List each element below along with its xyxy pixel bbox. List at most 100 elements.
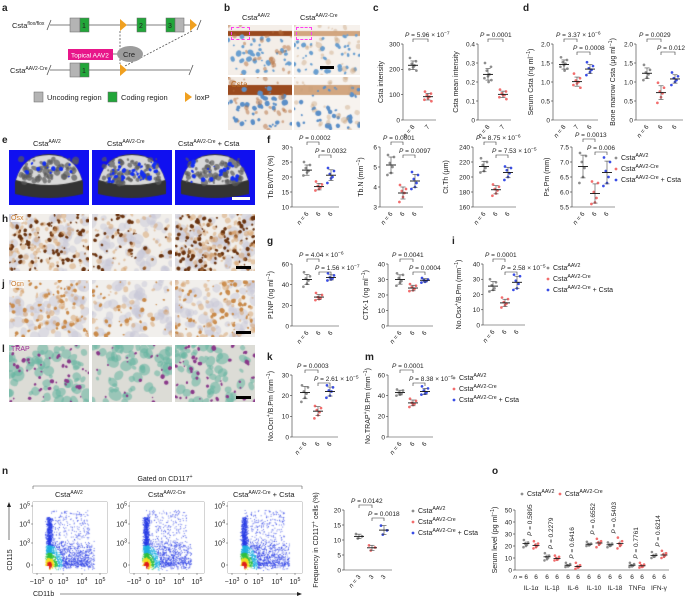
p-value-label: P = 0.0001	[383, 135, 415, 142]
n-label: 6	[409, 440, 417, 448]
b-stain-label: Csta	[231, 80, 248, 89]
data-point	[332, 274, 336, 277]
legend-marker	[546, 277, 550, 281]
data-point	[595, 196, 598, 200]
panel-letter-m: m	[365, 352, 374, 363]
y-tick-label: 0.4	[466, 41, 475, 48]
x-tick-label: 104	[174, 577, 185, 586]
legend-label: CstaAAV2-Cre	[565, 489, 603, 498]
y-axis-label: CTX-1 (ng ml−1)	[361, 270, 370, 320]
significance-bracket	[304, 369, 319, 373]
x-tick-label: 0	[146, 579, 150, 586]
legend-label: CstaAAV2	[553, 263, 581, 272]
data-point	[650, 556, 653, 560]
data-point	[408, 56, 412, 60]
data-point	[354, 532, 358, 536]
y-axis-label: Frequency in CD117+ cells (%)	[311, 492, 320, 588]
data-point	[599, 539, 603, 543]
exon-1-label: 1	[82, 23, 86, 30]
data-point	[404, 187, 408, 191]
legend-marker	[546, 288, 550, 292]
n-label: 3	[368, 573, 376, 581]
p-value-label: P = 0.0003	[297, 363, 329, 370]
n-label: 6	[591, 210, 599, 218]
y-tick-label: 6.0	[560, 189, 569, 196]
significance-bracket	[492, 258, 506, 262]
n-label: 6	[504, 210, 512, 218]
p-value-label: P = 7.53 × 10−5	[492, 146, 537, 155]
n-label: 7	[573, 123, 581, 131]
p-value-label: P = 0.0128	[657, 45, 685, 52]
b-image-aav2-zoom	[228, 77, 292, 130]
l-stain-label: TRAP	[11, 346, 30, 353]
data-point	[395, 284, 398, 288]
legend-label: CstaAAV2-Cre + Csta	[459, 395, 519, 404]
data-point	[564, 565, 567, 569]
data-point	[498, 88, 502, 91]
x-tick-label: 104	[272, 577, 283, 586]
data-point	[423, 90, 427, 93]
category-label: IL-6	[567, 585, 579, 592]
p-value-label: P = 0.6214	[655, 515, 662, 547]
data-point	[488, 290, 491, 293]
n-label: 6	[534, 574, 538, 581]
y-tick-label: 10	[473, 307, 481, 314]
data-point	[506, 297, 510, 301]
data-point	[367, 544, 371, 547]
data-point	[408, 67, 411, 71]
p-value-label: P = 2.58 × 10−5	[501, 263, 546, 272]
n-label: 6	[513, 328, 521, 336]
category-label: IFN-γ	[651, 585, 668, 592]
b-image-aav2-overview	[228, 25, 292, 75]
data-point	[314, 298, 317, 302]
data-point	[553, 554, 557, 557]
loxp-legend-label: loxP	[195, 93, 210, 102]
data-point	[564, 561, 568, 565]
data-point	[415, 69, 418, 72]
data-point	[620, 539, 624, 543]
data-point	[512, 288, 515, 292]
data-point	[662, 86, 666, 90]
data-point	[420, 393, 423, 396]
n-label: 6	[662, 574, 666, 581]
y-tick-label: 20	[334, 507, 342, 514]
loxp-legend-icon	[185, 92, 192, 102]
data-point	[314, 180, 318, 183]
data-point	[642, 63, 646, 67]
n-label: 6	[555, 574, 559, 581]
data-point	[522, 545, 525, 549]
n-label: n = 6	[389, 440, 404, 456]
data-point	[585, 540, 589, 544]
data-point	[585, 73, 588, 77]
data-point	[479, 156, 483, 160]
y-tick-label: 2.0	[541, 41, 550, 48]
significance-bracket	[594, 151, 608, 155]
data-point	[425, 93, 429, 97]
panel-letter-h: h	[2, 214, 8, 225]
l-trap-cre-csta	[175, 345, 255, 402]
n-label: 6	[314, 440, 322, 448]
x-tick-label: −103	[30, 577, 45, 586]
legend-marker	[520, 492, 524, 496]
data-point	[660, 549, 664, 553]
data-point	[426, 387, 430, 390]
data-point	[602, 156, 606, 159]
y-tick-label: 10	[282, 204, 290, 211]
topical-aav2-box	[68, 49, 113, 60]
n-label: n = 6	[294, 440, 309, 456]
y-tick-label: 10	[334, 537, 342, 544]
data-point	[590, 180, 594, 183]
y-tick-label: 7.0	[560, 159, 569, 166]
data-point	[503, 178, 506, 182]
category-label: IL-1β	[545, 585, 560, 592]
y-tick-label: 1.5	[541, 60, 550, 67]
data-point	[313, 404, 317, 408]
n-label: 6	[315, 329, 323, 337]
l-trap-cre	[92, 345, 172, 402]
panel-letter-b: b	[224, 3, 230, 14]
data-point	[319, 406, 323, 410]
y-tick-label: 30	[378, 277, 386, 284]
legend-label: CstaAAV2	[459, 373, 487, 382]
